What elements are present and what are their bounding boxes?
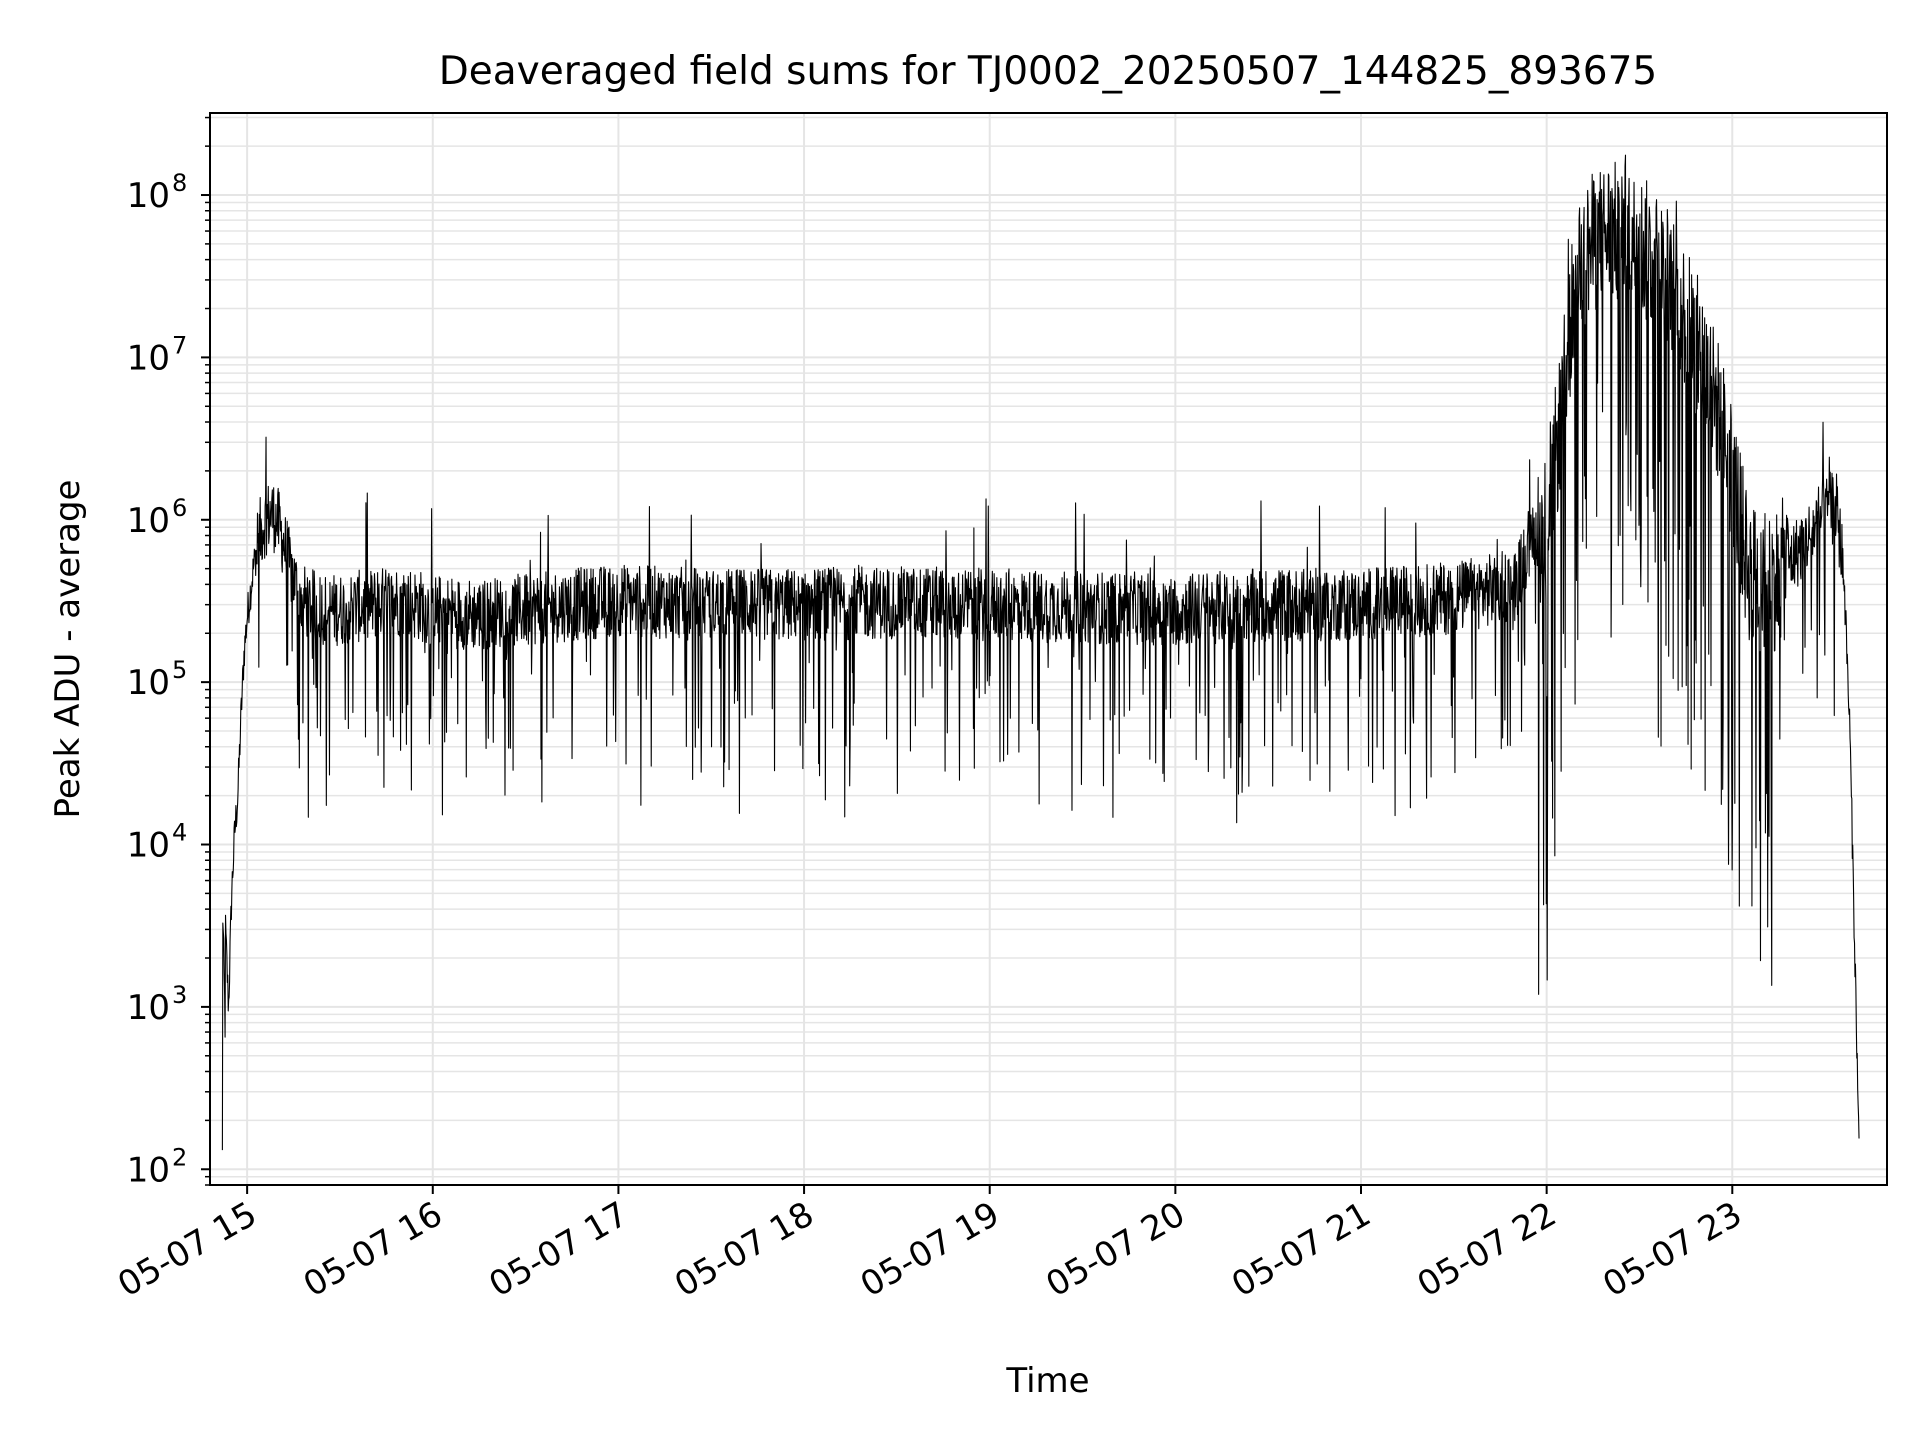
minor-gridlines <box>210 116 1887 1186</box>
y-tick-exponent: 8 <box>172 169 187 197</box>
y-tick-exponent: 6 <box>172 494 187 522</box>
y-tick-label: 10 <box>127 338 170 378</box>
y-tick-label: 10 <box>127 1150 170 1190</box>
y-tick-label: 10 <box>127 176 170 216</box>
x-axis-label: Time <box>1005 1361 1089 1401</box>
plot-frame <box>209 112 1888 1186</box>
y-tick-exponent: 7 <box>172 331 187 359</box>
y-tick-exponent: 5 <box>172 656 187 684</box>
series-line <box>221 154 1860 1151</box>
y-tick-exponent: 3 <box>172 981 187 1009</box>
y-tick-label: 10 <box>127 826 170 866</box>
series-layer <box>221 154 1860 1151</box>
major-gridlines <box>210 113 1887 1185</box>
y-tick-label: 10 <box>127 988 170 1028</box>
y-tick-label: 10 <box>127 663 170 703</box>
y-tick-label: 10 <box>127 501 170 541</box>
y-tick-exponent: 4 <box>172 819 187 847</box>
y-axis-label: Peak ADU - average <box>48 480 88 819</box>
chart-title: Deaveraged field sums for TJ0002_2025050… <box>439 49 1657 94</box>
y-tick-exponent: 2 <box>172 1143 187 1171</box>
